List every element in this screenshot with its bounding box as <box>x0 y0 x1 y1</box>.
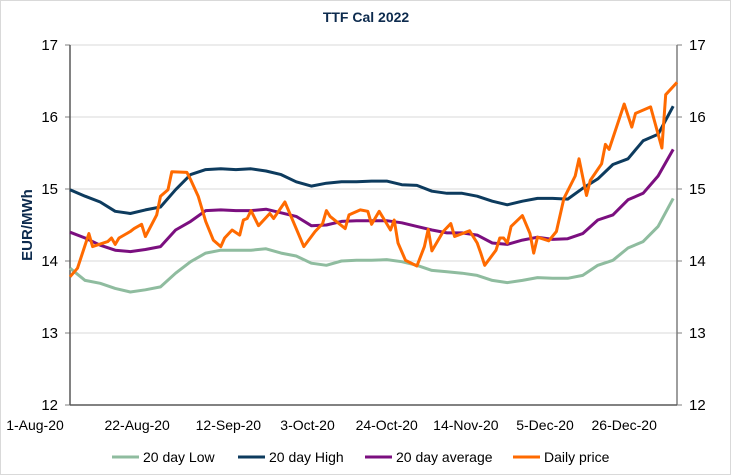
y-tick-label-right: 17 <box>689 37 706 54</box>
x-tick-label: 1-Aug-20 <box>6 417 64 433</box>
y-axis-label: EUR/MWh <box>19 189 36 261</box>
x-tick-label: 14-Nov-20 <box>433 417 499 433</box>
chart-title: TTF Cal 2022 <box>323 9 410 25</box>
x-tick-label: 26-Dec-20 <box>592 417 658 433</box>
y-tick-label-right: 13 <box>689 325 706 342</box>
y-tick-label-right: 12 <box>689 397 706 414</box>
series-line-20-day-low <box>69 197 675 294</box>
y-tick-label-right: 16 <box>689 109 706 126</box>
y-tick-label-left: 14 <box>41 253 58 270</box>
legend-label: Daily price <box>544 449 610 465</box>
legend-label: 20 day average <box>396 449 493 465</box>
x-tick-label: 24-Oct-20 <box>356 417 418 433</box>
y-tick-label-left: 12 <box>41 397 58 414</box>
x-tick-label: 3-Oct-20 <box>280 417 335 433</box>
series-line-daily-price <box>68 81 679 278</box>
y-tick-label-left: 15 <box>41 181 58 198</box>
x-tick-label: 5-Dec-20 <box>516 417 574 433</box>
y-tick-label-left: 17 <box>41 37 58 54</box>
x-tick-label: 22-Aug-20 <box>104 417 170 433</box>
series-line-20-day-high <box>69 105 675 215</box>
y-tick-label-right: 15 <box>689 181 706 198</box>
y-tick-label-right: 14 <box>689 253 706 270</box>
y-tick-label-left: 16 <box>41 109 58 126</box>
legend-label: 20 day Low <box>143 449 215 465</box>
legend-label: 20 day High <box>269 449 344 465</box>
y-tick-label-left: 13 <box>41 325 58 342</box>
x-tick-label: 12-Sep-20 <box>196 417 262 433</box>
